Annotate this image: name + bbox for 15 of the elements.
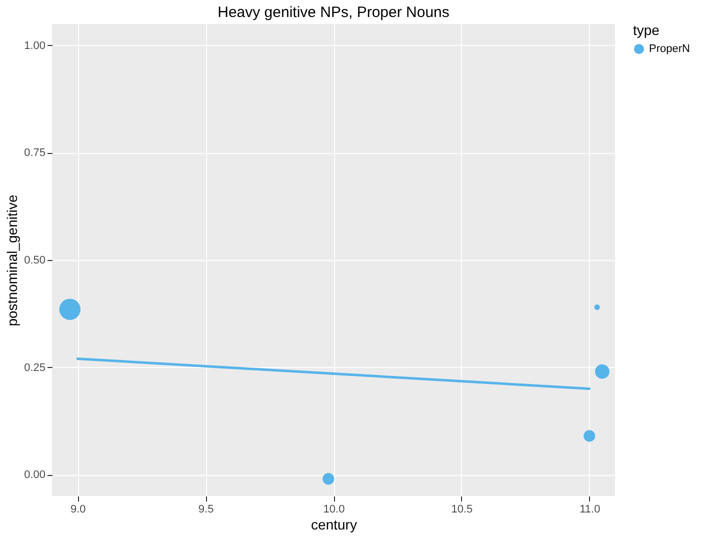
legend-title: type [633, 22, 660, 38]
chart-title: Heavy genitive NPs, Proper Nouns [218, 4, 450, 21]
y-tick-label: 0.75 [24, 147, 46, 160]
legend-label: ProperN [649, 43, 690, 55]
y-tick-label: 1.00 [24, 40, 46, 52]
y-tick-label: 0.00 [24, 469, 46, 482]
x-axis-title: century [311, 516, 357, 532]
x-tick-label: 10.5 [451, 504, 473, 516]
x-tick-label: 9.0 [70, 504, 86, 516]
y-tick-label: 0.50 [24, 254, 46, 266]
y-axis-title: postnominal_genitive [4, 194, 20, 326]
x-tick-label: 11.0 [580, 504, 600, 516]
x-tick-label: 10.0 [323, 504, 345, 516]
y-tick-label: 0.25 [24, 362, 46, 374]
x-tick-label: 9.5 [198, 504, 214, 516]
